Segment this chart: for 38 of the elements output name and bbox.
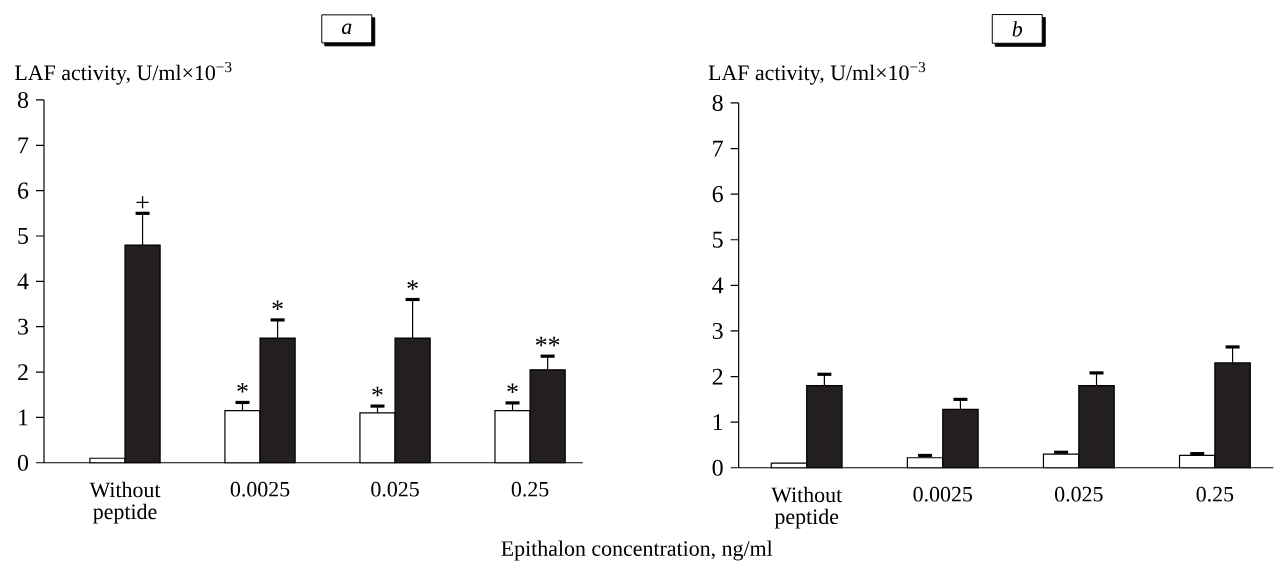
y-tick-label: 7: [713, 140, 723, 157]
x-axis-title: Epithalon concentration, ng/ml: [501, 540, 773, 561]
annotation: *: [407, 280, 418, 290]
y-tick-label: 4: [712, 277, 724, 294]
x-tick-label: 0.0025: [230, 481, 290, 497]
y-tick-label: 3: [712, 323, 723, 340]
y-tick-label: 2: [18, 364, 28, 381]
y-tick-label: 7: [18, 137, 29, 154]
y-tick-label: 0: [712, 459, 723, 476]
x-tick-label: 0.25: [1196, 486, 1234, 502]
x-tick-label: Without peptide: [89, 481, 161, 524]
annotation: *: [272, 300, 283, 311]
annotation: **: [535, 336, 560, 347]
y-tick-label: 1: [713, 414, 723, 431]
annotation: *: [237, 383, 248, 393]
y-tick-label: 6: [18, 182, 29, 199]
y-tick-label: 8: [712, 95, 723, 112]
x-tick-label: 0.25: [511, 481, 549, 497]
x-tick-label: 0.025: [1055, 486, 1103, 502]
y-tick-label: 2: [712, 368, 723, 385]
chart-title: a: [341, 23, 352, 35]
y-tick-label: 5: [713, 231, 723, 248]
y-tick-label: 3: [18, 318, 29, 335]
y-axis-title: LAF activity, U/ml×10$^{−3}$: [15, 62, 232, 85]
y-tick-label: 4: [17, 273, 29, 290]
y-axis-title: LAF activity, U/ml×10$^{−3}$: [708, 62, 926, 85]
y-tick-label: 6: [712, 186, 723, 203]
chart-title: b: [1012, 21, 1023, 37]
y-tick-label: 5: [18, 228, 29, 245]
x-tick-label: Without peptide: [771, 486, 843, 529]
x-tick-label: 0.0025: [913, 486, 973, 502]
annotation: *: [372, 386, 383, 397]
y-tick-label: 0: [17, 454, 29, 471]
annotation: *: [507, 383, 518, 394]
annotation: +: [136, 196, 149, 209]
y-tick-label: 8: [17, 92, 29, 109]
x-tick-label: 0.025: [371, 481, 419, 497]
y-tick-label: 1: [19, 409, 28, 426]
